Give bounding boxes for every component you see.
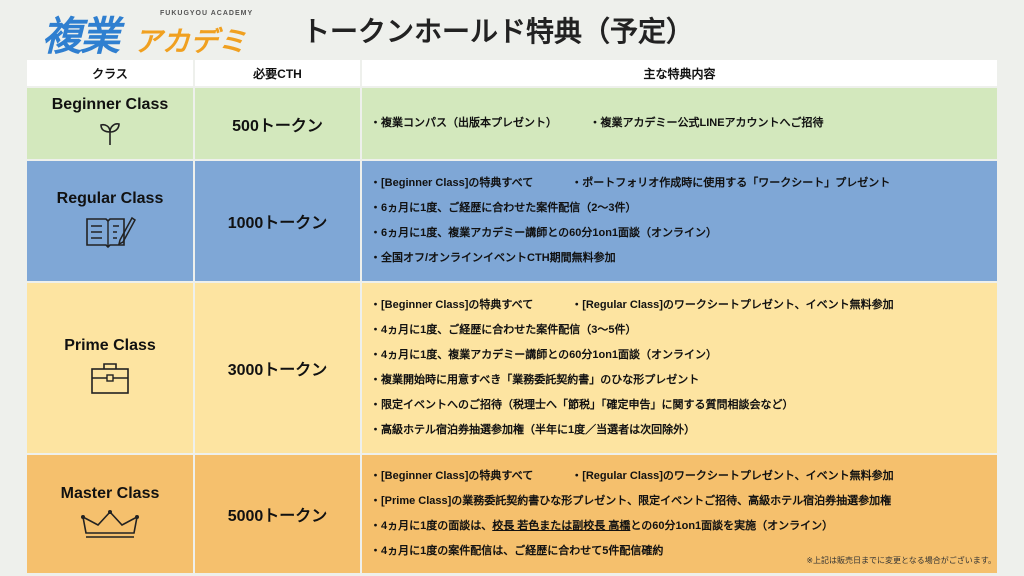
benefit-line: ・[Beginner Class]の特典すべて ・ポートフォリオ作成時に使用する「…: [370, 171, 890, 196]
crown-icon: [80, 509, 140, 544]
benefit-item: ・[Beginner Class]の特典すべて: [370, 299, 534, 311]
benefit-item: ・[Prime Class]の業務委託契約書ひな形プレゼント、限定イベントご招待…: [370, 495, 892, 507]
class-cell: Beginner Class: [27, 88, 193, 159]
required-cth: 5000トークン: [227, 508, 328, 525]
benefit-item: ・4ヵ月に1度、ご経歴に合わせた案件配信（3〜5件）: [370, 324, 637, 336]
cth-cell: 500トークン: [195, 88, 360, 159]
cth-cell: 1000トークン: [195, 161, 360, 281]
benefit-item: ・複業アカデミー公式LINEアカウントへご招待: [589, 117, 824, 129]
benefit-item: ・6ヵ月に1度、複業アカデミー講師との60分1on1面談（オンライン）: [370, 227, 718, 239]
benefit-item: ・複業開始時に用意すべき「業務委託契約書」のひな形プレゼント: [370, 374, 700, 386]
benefit-line: ・6ヵ月に1度、ご経歴に合わせた案件配信（2〜3件）: [370, 196, 636, 221]
class-name: Prime Class: [64, 336, 156, 354]
benefit-item: ・全国オフ/オンラインイベントCTH期間無料参加: [370, 252, 616, 264]
class-cell: Master Class: [27, 455, 193, 573]
benefit-line: ・限定イベントへのご招待（税理士へ「節税」「確定申告」に関する質問相談会など）: [370, 393, 794, 418]
class-name: Master Class: [60, 484, 160, 502]
benefit-item: ・4ヵ月に1度の案件配信は、ご経歴に合わせて5件配信確約: [370, 545, 664, 557]
benefits-table: クラス 必要CTH 主な特典内容 Beginner Class 500トークン …: [27, 60, 997, 575]
benefit-line: ・[Beginner Class]の特典すべて ・[Regular Class]の…: [370, 464, 894, 489]
benefit-item: ・4ヵ月に1度、複業アカデミー講師との60分1on1面談（オンライン）: [370, 349, 718, 361]
page-title: トークンホールド特典（予定）: [302, 16, 695, 47]
required-cth: 1000トークン: [227, 215, 328, 232]
benefit-item: ・高級ホテル宿泊券抽選参加権（半年に1度／当選者は次回除外）: [370, 424, 696, 436]
logo: 複業 FUKUGYOU ACADEMY アカデミー: [42, 4, 272, 97]
benefit-line: ・4ヵ月に1度、複業アカデミー講師との60分1on1面談（オンライン）: [370, 343, 717, 368]
benefits-cell: ・[Beginner Class]の特典すべて ・[Regular Class]の…: [362, 455, 997, 573]
benefit-item: ・複業コンパス（出版本プレゼント）: [370, 117, 552, 129]
benefit-line: ・複業開始時に用意すべき「業務委託契約書」のひな形プレゼント: [370, 368, 699, 393]
logo-english: FUKUGYOU ACADEMY: [160, 10, 254, 17]
benefit-line: ・複業コンパス（出版本プレゼント） ・複業アカデミー公式LINEアカウントへご招待: [370, 111, 824, 136]
book-pen-icon: [84, 214, 136, 253]
benefit-item: ・[Regular Class]のワークシートプレゼント、イベント無料参加: [571, 470, 894, 482]
sprout-icon: [99, 120, 121, 151]
benefit-underlined: 校長 若色または副校長 高橋: [492, 520, 631, 532]
tier-row-prime: Prime Class 3000トークン ・[Beginner Class]の特…: [27, 283, 997, 453]
table-header: クラス 必要CTH 主な特典内容: [27, 60, 997, 86]
benefit-line: ・6ヵ月に1度、複業アカデミー講師との60分1on1面談（オンライン）: [370, 221, 717, 246]
benefit-item: ・6ヵ月に1度、ご経歴に合わせた案件配信（2〜3件）: [370, 202, 637, 214]
briefcase-icon: [90, 361, 130, 400]
benefit-text: ・4ヵ月に1度の面談は、: [370, 520, 493, 532]
cth-cell: 5000トークン: [195, 455, 360, 573]
class-cell: Regular Class: [27, 161, 193, 281]
benefit-line: ・[Prime Class]の業務委託契約書ひな形プレゼント、限定イベントご招待…: [370, 489, 891, 514]
benefit-text: との60分1on1面談を実施（オンライン）: [630, 520, 834, 532]
tier-row-beginner: Beginner Class 500トークン ・複業コンパス（出版本プレゼント）…: [27, 88, 997, 159]
header-benefits: 主な特典内容: [362, 60, 997, 86]
cth-cell: 3000トークン: [195, 283, 360, 453]
required-cth: 3000トークン: [227, 362, 328, 379]
logo-kanji: 複業: [42, 15, 120, 59]
disclaimer-note: ※上記は販売日までに変更となる場合がございます。: [806, 556, 996, 565]
benefit-item: ・限定イベントへのご招待（税理士へ「節税」「確定申告」に関する質問相談会など）: [370, 399, 794, 411]
class-name: Beginner Class: [51, 96, 169, 113]
benefit-line: ・4ヵ月に1度の面談は、校長 若色または副校長 高橋との60分1on1面談を実施…: [370, 514, 833, 539]
benefit-item: ・[Beginner Class]の特典すべて: [370, 177, 534, 189]
benefit-item: ・[Beginner Class]の特典すべて: [370, 470, 534, 482]
tier-row-master: Master Class 5000トークン ・[Beginner Class]の…: [27, 455, 997, 573]
required-cth: 500トークン: [232, 117, 323, 135]
benefit-line: ・高級ホテル宿泊券抽選参加権（半年に1度／当選者は次回除外）: [370, 418, 695, 443]
header-cth: 必要CTH: [195, 60, 360, 86]
benefit-line: ・全国オフ/オンラインイベントCTH期間無料参加: [370, 246, 616, 271]
benefit-line: ・4ヵ月に1度の案件配信は、ご経歴に合わせて5件配信確約: [370, 539, 663, 564]
benefit-line: ・[Beginner Class]の特典すべて ・[Regular Class]の…: [370, 293, 894, 318]
benefits-cell: ・[Beginner Class]の特典すべて ・[Regular Class]の…: [362, 283, 997, 453]
tier-row-regular: Regular Class 1000トークン ・[Beginner Class]…: [27, 161, 997, 281]
benefit-line: ・4ヵ月に1度、ご経歴に合わせた案件配信（3〜5件）: [370, 318, 636, 343]
header-class: クラス: [27, 60, 193, 86]
class-cell: Prime Class: [27, 283, 193, 453]
class-name: Regular Class: [56, 189, 164, 207]
benefits-cell: ・[Beginner Class]の特典すべて ・ポートフォリオ作成時に使用する「…: [362, 161, 997, 281]
benefit-item: ・[Regular Class]のワークシートプレゼント、イベント無料参加: [571, 299, 894, 311]
benefit-item: ・ポートフォリオ作成時に使用する「ワークシート」プレゼント: [571, 177, 891, 189]
benefits-cell: ・複業コンパス（出版本プレゼント） ・複業アカデミー公式LINEアカウントへご招待: [362, 88, 997, 159]
